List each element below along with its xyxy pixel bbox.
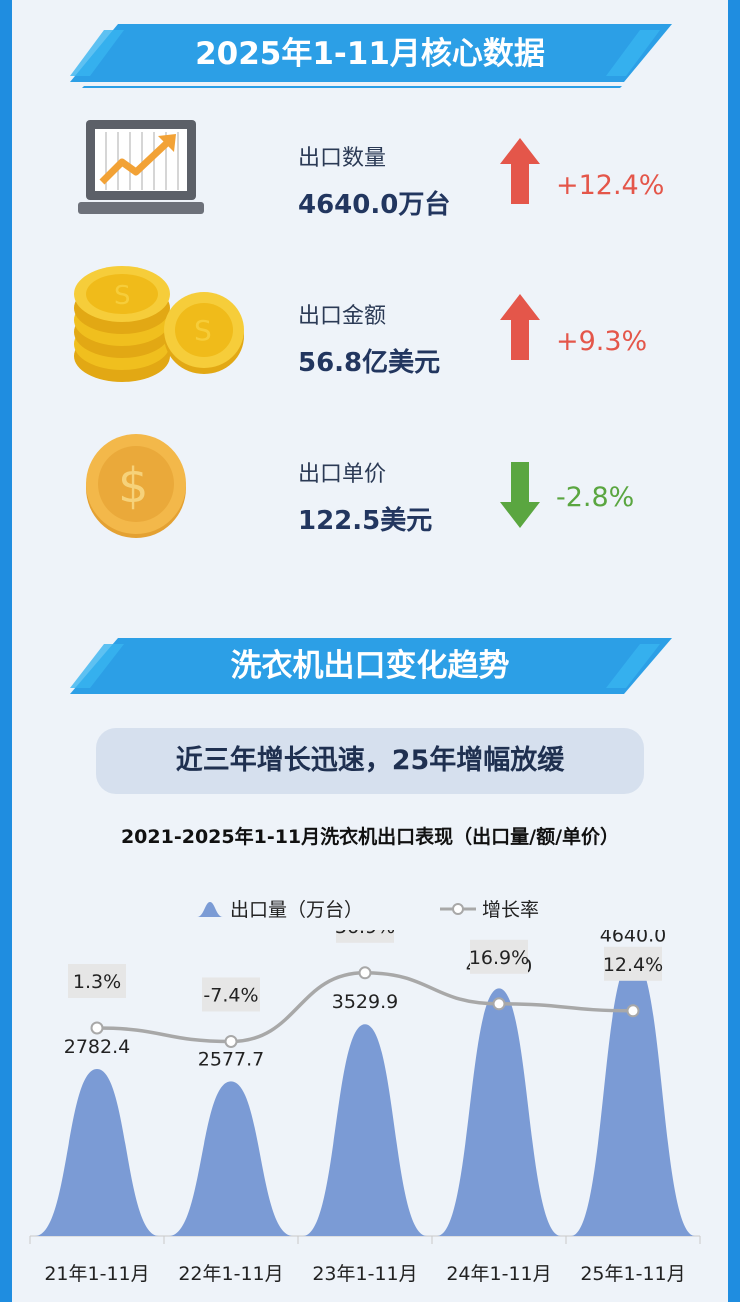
volume-data-label: 3529.9 — [332, 991, 398, 1013]
laptop-chart-icon — [78, 120, 204, 224]
arrow-up-icon — [500, 294, 540, 366]
growth-rate-point — [90, 1021, 104, 1035]
x-tick-label: 22年1-11月 — [178, 1263, 283, 1285]
growth-rate-point — [224, 1034, 238, 1048]
growth-label-bg — [202, 977, 260, 1012]
volume-data-label: 4640.0 — [600, 930, 666, 947]
volume-data-label: 2577.7 — [198, 1048, 264, 1070]
growth-data-label: -7.4% — [203, 984, 258, 1006]
metric-value: 56.8亿美元 — [298, 348, 441, 378]
trend-banner: 洗衣机出口变化趋势 — [0, 628, 740, 708]
svg-text:S: S — [194, 314, 212, 347]
metric-change: +12.4% — [556, 170, 665, 201]
arrow-down-icon — [500, 462, 540, 534]
volume-peak — [303, 1024, 427, 1236]
volume-peak — [169, 1081, 293, 1236]
banner-shape — [70, 24, 672, 88]
metric-label: 出口单价 — [298, 462, 387, 487]
metric-value: 4640.0万台 — [298, 190, 451, 220]
metric-value: 122.5美元 — [298, 506, 433, 536]
x-tick-label: 21年1-11月 — [44, 1263, 149, 1285]
growth-label-bg — [68, 963, 126, 998]
coins-icon: S S — [72, 264, 252, 390]
volume-data-label: 2782.4 — [64, 1036, 130, 1058]
x-tick-label: 25年1-11月 — [580, 1263, 685, 1285]
growth-data-label: 36.9% — [335, 930, 395, 938]
banner-shape — [70, 638, 672, 694]
growth-rate-point — [492, 997, 506, 1011]
core-data-banner: 2025年1-11月核心数据 — [0, 14, 740, 94]
svg-text:$: $ — [118, 458, 149, 514]
volume-peak — [437, 988, 561, 1236]
x-tick-label: 23年1-11月 — [312, 1263, 417, 1285]
export-trend-chart: 2782.42577.73529.94127.04640.01.3%-7.4%3… — [29, 930, 701, 1285]
growth-rate-point — [358, 966, 372, 980]
metric-label: 出口数量 — [298, 146, 387, 171]
legend-item-volume: 出口量（万台） — [196, 895, 363, 922]
volume-peak — [35, 1069, 159, 1236]
volume-peak — [571, 957, 695, 1236]
dollar-coin-icon: $ — [82, 434, 190, 542]
svg-text:S: S — [114, 281, 131, 311]
legend-peak-swatch — [197, 902, 223, 917]
legend-label: 增长率 — [482, 899, 540, 921]
x-tick-label: 24年1-11月 — [446, 1263, 551, 1285]
growth-data-label: 1.3% — [73, 971, 121, 993]
chart-title: 2021-2025年1-11月洗衣机出口表现（出口量/额/单价） — [120, 826, 620, 848]
core-data-banner-title: 2025年1-11月核心数据 — [195, 36, 545, 72]
metric-change: +9.3% — [556, 326, 648, 357]
growth-rate-point — [626, 1004, 640, 1018]
legend-item-growth: 增长率 — [440, 895, 539, 922]
growth-data-label: 12.4% — [603, 954, 663, 976]
metric-change: -2.8% — [556, 482, 635, 513]
growth-data-label: 16.9% — [469, 947, 529, 969]
growth-label-bg — [604, 946, 662, 981]
trend-banner-title: 洗衣机出口变化趋势 — [230, 648, 510, 684]
growth-label-bg — [336, 930, 394, 943]
legend-label: 出口量（万台） — [230, 899, 364, 921]
metric-label: 出口金额 — [298, 304, 387, 329]
arrow-up-icon — [500, 138, 540, 210]
subtitle-pill: 近三年增长迅速，25年增幅放缓 — [96, 728, 644, 794]
growth-label-bg — [470, 939, 528, 974]
legend-line-swatch — [440, 903, 476, 915]
